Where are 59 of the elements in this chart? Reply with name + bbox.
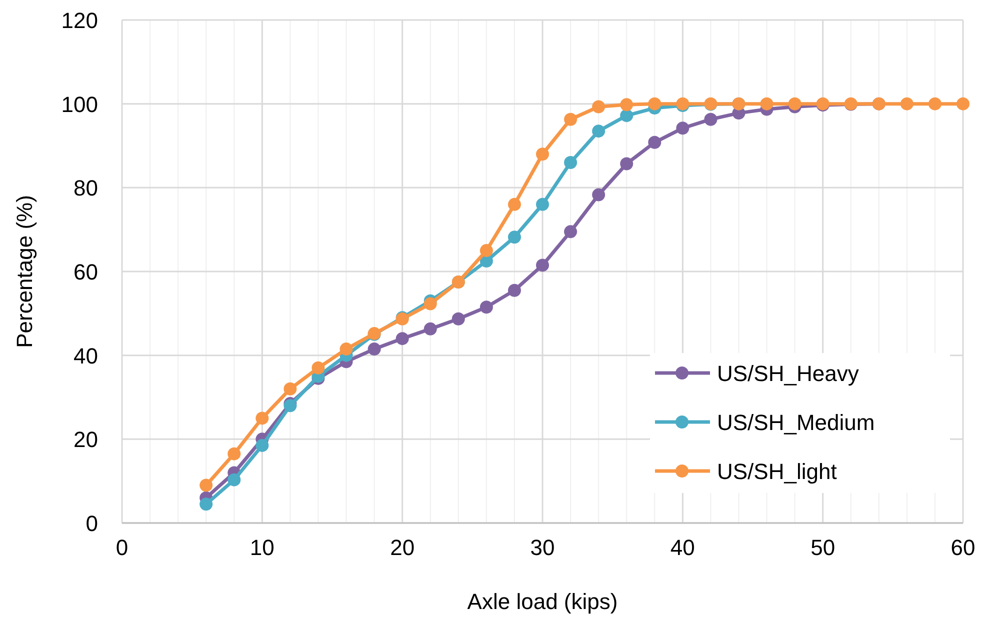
point <box>564 225 578 238</box>
point <box>592 100 606 114</box>
point <box>508 284 521 297</box>
point <box>256 438 269 452</box>
y-tick-label: 120 <box>61 8 98 33</box>
point <box>536 258 549 272</box>
y-tick-label: 80 <box>74 176 98 201</box>
x-tick-label: 60 <box>950 535 976 560</box>
point <box>424 322 437 336</box>
point <box>228 473 241 486</box>
point <box>592 124 606 138</box>
point <box>788 97 802 110</box>
x-tick-label: 0 <box>116 535 128 560</box>
y-tick-label: 60 <box>74 260 98 284</box>
x-axis-title: Axle load (kips) <box>467 589 618 614</box>
point <box>620 109 634 122</box>
point <box>760 97 774 110</box>
point <box>256 412 269 425</box>
point <box>620 98 634 112</box>
legend-label: US/SH_Heavy <box>717 361 859 386</box>
point <box>200 478 213 492</box>
legend-label: US/SH_light <box>717 459 837 484</box>
point <box>620 157 634 170</box>
point <box>424 297 437 310</box>
legend-label: US/SH_Medium <box>717 410 875 435</box>
x-tick-label: 50 <box>810 535 836 560</box>
x-tick-label: 10 <box>250 535 274 560</box>
point <box>480 244 493 258</box>
point <box>340 342 353 356</box>
y-tick-label: 0 <box>86 511 98 536</box>
point <box>900 97 914 110</box>
point <box>508 230 521 244</box>
point <box>452 312 465 326</box>
x-tick-label: 20 <box>390 535 415 560</box>
point <box>368 342 381 356</box>
x-tick-label: 40 <box>670 535 695 560</box>
point <box>676 122 690 135</box>
point <box>396 332 409 346</box>
point <box>928 97 942 110</box>
point <box>312 361 325 374</box>
point <box>508 198 521 211</box>
y-tick-label: 40 <box>74 343 98 368</box>
point <box>648 97 662 110</box>
point <box>536 198 549 211</box>
point <box>704 112 718 126</box>
point <box>564 156 578 170</box>
point <box>956 97 970 110</box>
point <box>648 136 662 149</box>
point <box>200 498 213 511</box>
point <box>564 112 578 126</box>
y-tick-label: 100 <box>61 92 98 117</box>
y-tick-label: 20 <box>74 427 98 452</box>
point <box>592 188 606 202</box>
point <box>228 447 241 460</box>
point <box>480 300 493 314</box>
x-tick-label: 30 <box>530 535 555 560</box>
point <box>536 148 549 161</box>
point <box>284 382 297 396</box>
y-axis-title: Percentage (%) <box>12 195 37 348</box>
